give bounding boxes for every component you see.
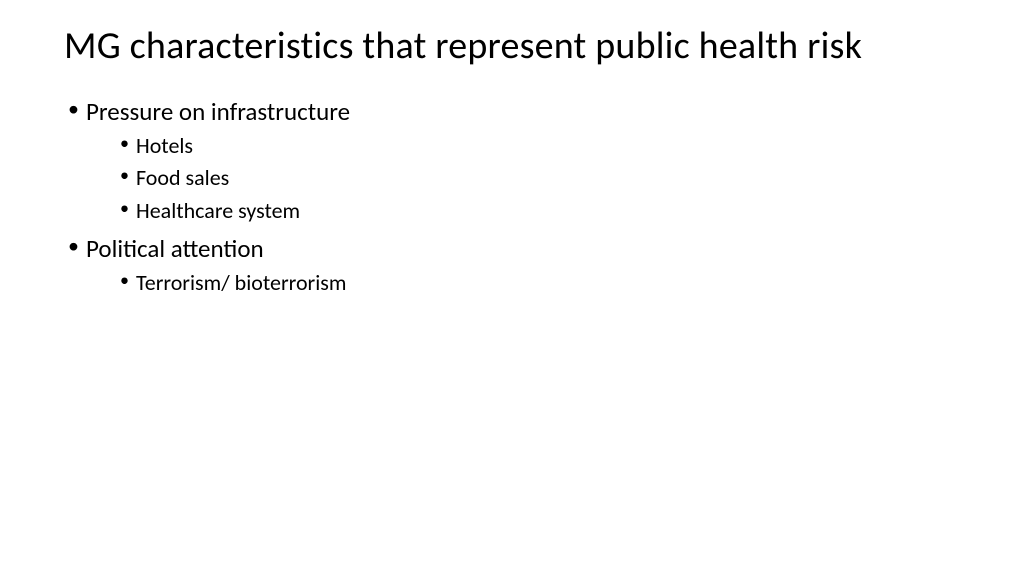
bullet-list: Pressure on infrastructure Hotels Food s… — [64, 94, 960, 299]
bullet-text: Political attention — [86, 233, 264, 264]
slide-title: MG characteristics that represent public… — [64, 24, 960, 70]
bullet-item: Pressure on infrastructure Hotels Food s… — [64, 94, 960, 227]
bullet-item: Political attention Terrorism/ bioterror… — [64, 231, 960, 299]
sub-bullet-item: Terrorism/ bioterrorism — [116, 268, 960, 299]
sub-bullet-list: Terrorism/ bioterrorism — [86, 268, 960, 299]
bullet-text: Pressure on infrastructure — [86, 96, 350, 127]
sub-bullet-item: Food sales — [116, 163, 960, 194]
sub-bullet-item: Healthcare system — [116, 196, 960, 227]
sub-bullet-list: Hotels Food sales Healthcare system — [86, 131, 960, 227]
sub-bullet-item: Hotels — [116, 131, 960, 162]
